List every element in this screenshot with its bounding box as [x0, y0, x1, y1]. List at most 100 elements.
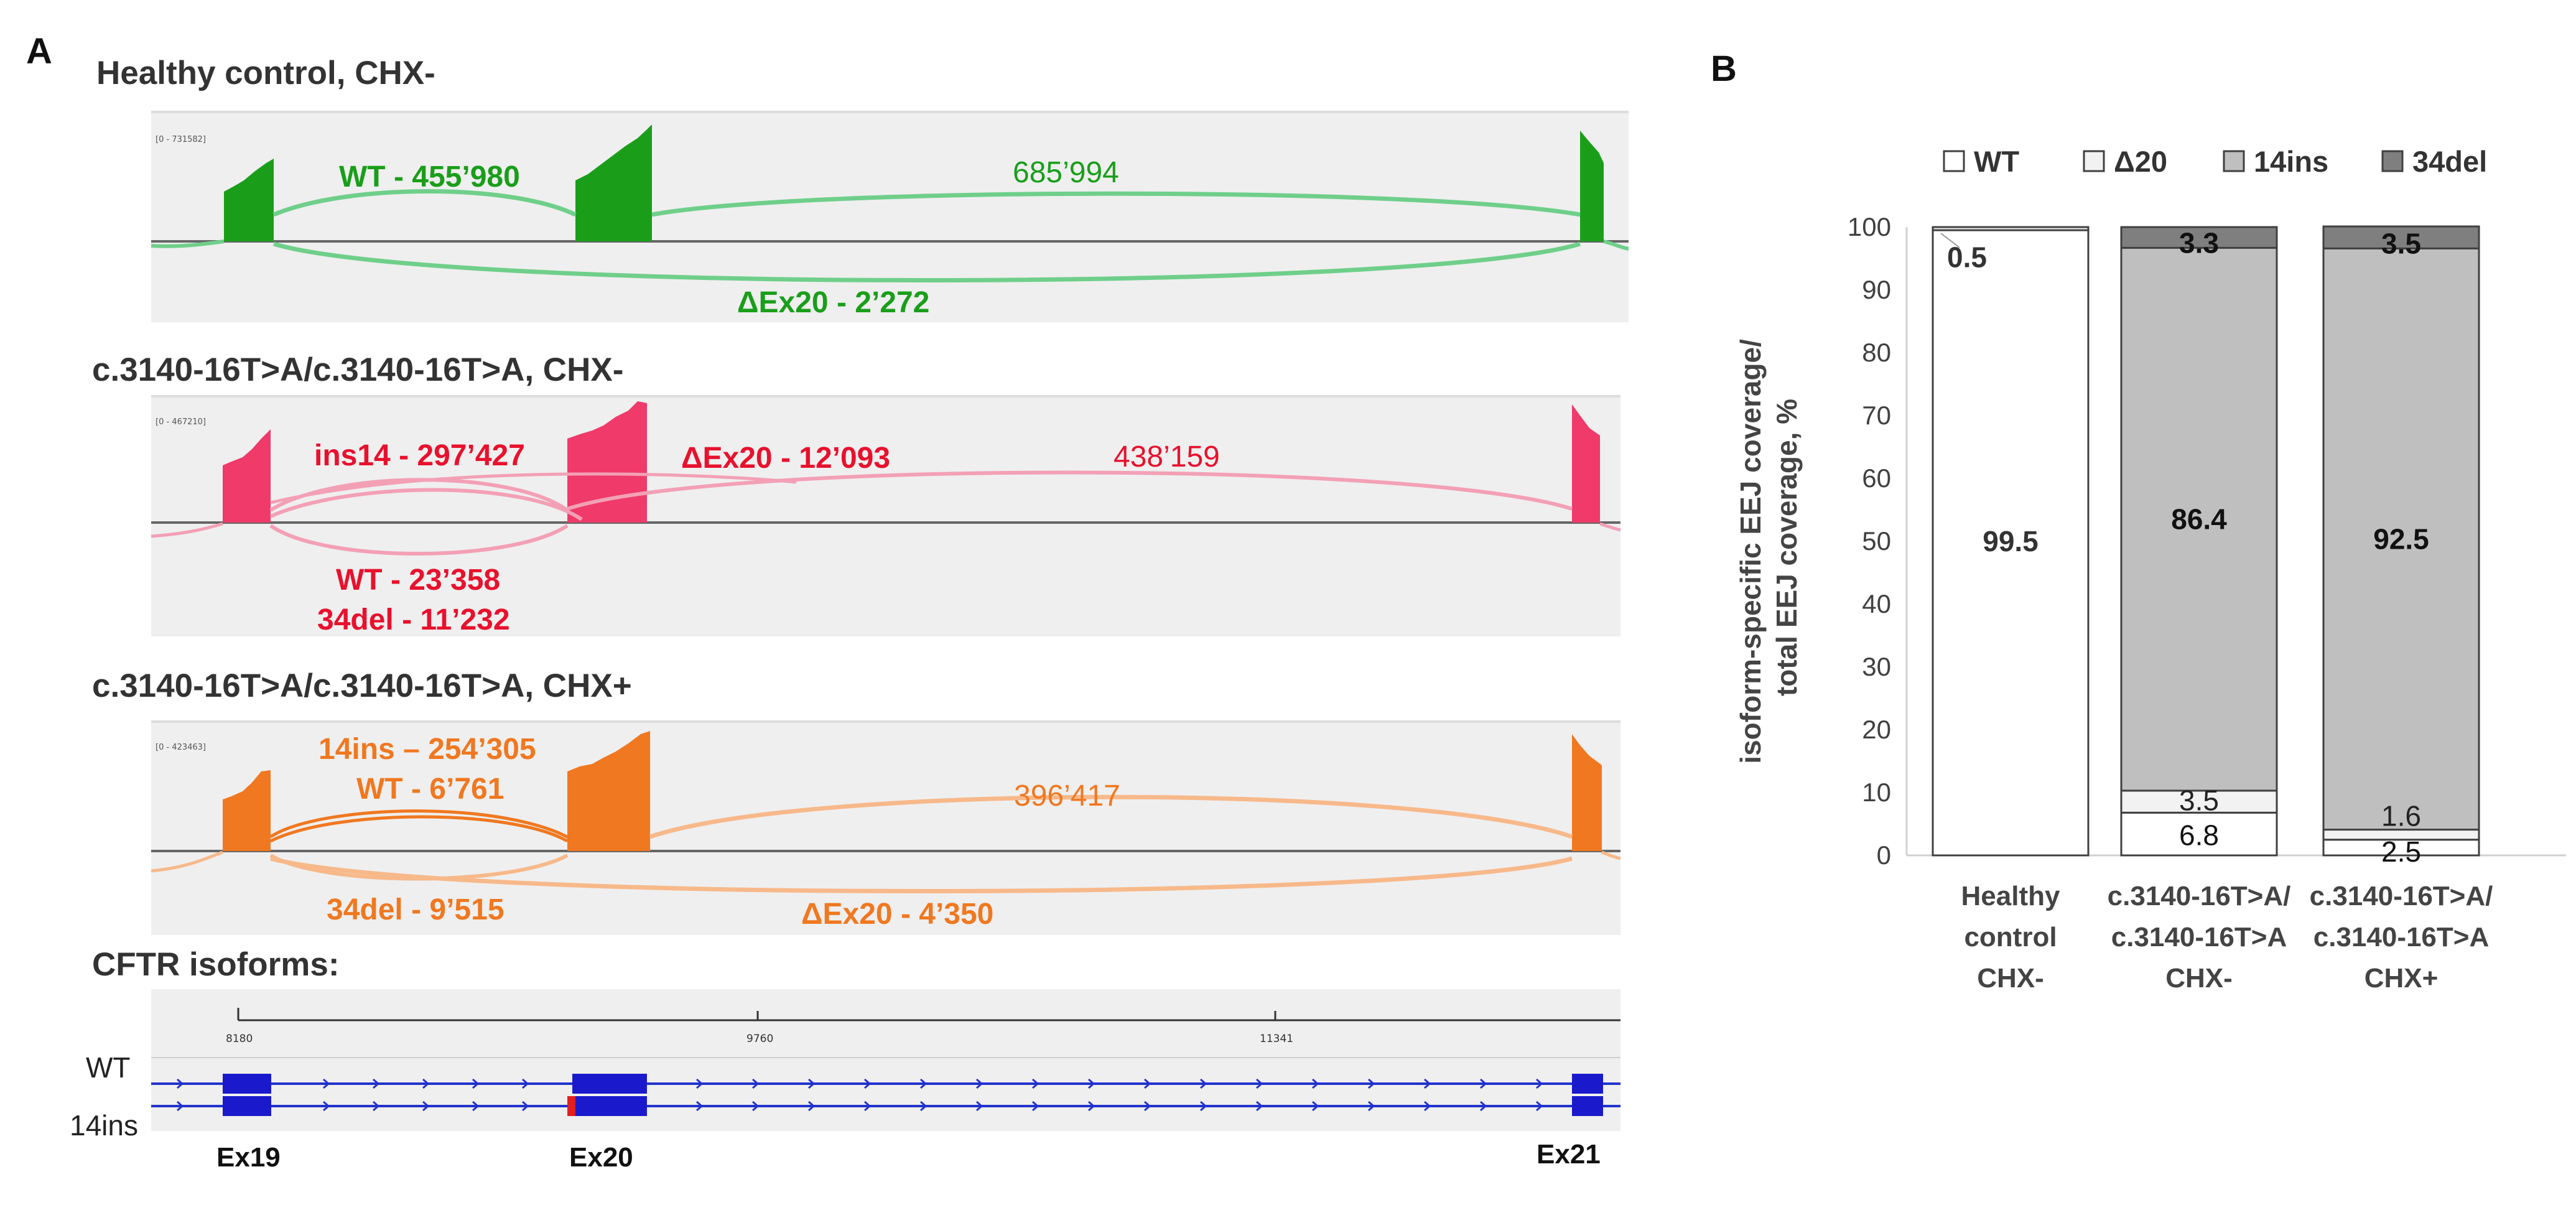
track-3-junction-wt: WT - 6’761	[356, 773, 504, 806]
category-label: CHX-	[2165, 963, 2233, 993]
y-tick-label: 70	[1862, 401, 1891, 430]
category-label: Healthy	[1961, 881, 2060, 911]
y-tick-label: 0	[1877, 840, 1891, 870]
legend-label-4: 34del	[2412, 145, 2487, 178]
track-3-arc-left-edge	[151, 850, 223, 873]
y-axis-title-line-1: isoform-specific EEJ coverage/ total EEJ…	[1734, 331, 1803, 763]
track-3-exon21-coverage	[1572, 734, 1602, 851]
isoform-background	[151, 989, 1620, 1131]
isoform-track: 8180 9760 11341	[151, 989, 1620, 1131]
track-1-arc-upper	[651, 191, 1581, 217]
legend-swatch-2	[2083, 150, 2105, 172]
data-label: 99.5	[1983, 525, 2039, 557]
sashimi-track-3: [0 - 423463] 14ins – 254’305 WT - 6’761 …	[151, 720, 1621, 935]
y-tick-label: 40	[1862, 589, 1891, 618]
y-axis-title-part-2: total EEJ coverage, %	[1770, 399, 1803, 696]
track-3-exon19-coverage	[223, 770, 271, 851]
track-3-arc-wt	[269, 815, 569, 843]
data-label: 1.6	[2381, 800, 2421, 832]
track-1-arc-left-edge	[151, 240, 225, 248]
exon-label-ex20: Ex20	[569, 1142, 633, 1173]
label-leader-line	[1940, 233, 1960, 248]
track-2-junction-34del: 34del - 11’232	[317, 603, 510, 636]
data-label: 92.5	[2373, 523, 2429, 555]
wt-exon21-block	[1572, 1074, 1603, 1094]
track-2-title: c.3140-16T>A/c.3140-16T>A, CHX-	[92, 351, 623, 388]
track-3-arc-dex20	[270, 856, 1573, 893]
exon-label-ex21: Ex21	[1537, 1139, 1601, 1170]
ruler-label-1: 8180	[226, 1033, 253, 1045]
track-3-junction-14ins: 14ins – 254’305	[319, 733, 536, 766]
y-tick-label: 80	[1862, 338, 1891, 367]
track-2-arc-dex20	[270, 472, 797, 505]
wt-exon19-block	[223, 1074, 271, 1094]
ins14-strand-arrows	[177, 1100, 1543, 1112]
track-2-range: [0 - 467210]	[156, 417, 206, 427]
track-1-junction-wt: WT - 455’980	[339, 161, 520, 193]
y-tick-label: 30	[1862, 652, 1891, 681]
y-tick-label: 20	[1862, 715, 1891, 744]
data-label: 0.5	[1947, 241, 1987, 274]
track-2-arc-left-edge	[151, 522, 223, 538]
legend-label-1: WT	[1974, 145, 2019, 178]
y-tick-label: 10	[1862, 778, 1891, 807]
legend-swatch-4	[2381, 150, 2404, 172]
wt-exon20-block	[572, 1074, 647, 1094]
track-3-arc-right-edge	[1601, 850, 1621, 860]
ins14-exon19-block	[223, 1096, 271, 1116]
category-label: c.3140-16T>A/	[2310, 881, 2493, 911]
track-1-title: Healthy control, CHX-	[96, 55, 435, 91]
track-1-arc-dex20	[272, 241, 1581, 282]
track-3-junction-dex20: ΔEx20 - 4’350	[801, 898, 993, 931]
track-1-junction-dex20: ΔEx20 - 2’272	[737, 286, 929, 319]
track-2-arc-upper	[567, 470, 1573, 511]
ins14-exon21-block	[1572, 1096, 1603, 1116]
bar-segment-14ins-2	[2120, 246, 2278, 792]
category-label: c.3140-16T>A	[2111, 922, 2287, 952]
track-3-top-border	[151, 720, 1620, 723]
ruler-label-3: 11341	[1260, 1033, 1293, 1045]
track-1-range: [0 - 731582]	[156, 135, 206, 144]
category-label: c.3140-16T>A/	[2108, 881, 2291, 911]
data-label: 3.5	[2179, 784, 2219, 817]
track-3-exon20-coverage	[567, 731, 650, 851]
panel-b-label: B	[1711, 49, 1737, 89]
track-1-junction-upper: 685’994	[1013, 156, 1119, 189]
data-label: 3.3	[2179, 226, 2219, 259]
track-2-top-border	[151, 395, 1620, 398]
exon-label-ex19: Ex19	[216, 1142, 281, 1173]
track-3-range: [0 - 423463]	[156, 743, 206, 752]
data-label: 86.4	[2171, 503, 2227, 536]
track-3-junction-upper: 396’417	[1014, 779, 1120, 812]
track-3-junction-34del: 34del - 9’515	[327, 893, 505, 926]
data-label: 6.8	[2179, 819, 2219, 852]
legend-label-3: 14ins	[2254, 145, 2328, 178]
track-2-exon20-coverage	[567, 401, 647, 523]
track-1-top-border	[151, 111, 1629, 113]
category-label: c.3140-16T>A	[2313, 922, 2490, 952]
track-2-background	[151, 395, 1620, 636]
bar-segment-34del-3	[2322, 225, 2480, 249]
sashimi-track-1: [0 - 731582] WT - 455’980 685’994 ΔEx20 …	[151, 111, 1629, 322]
category-label: control	[1964, 922, 2057, 952]
bar-segment-34del-2	[2120, 226, 2278, 249]
wt-strand-arrows	[177, 1078, 1543, 1089]
y-tick-label: 60	[1862, 463, 1891, 493]
track-2-exon21-coverage	[1572, 404, 1600, 523]
track-1-background	[151, 111, 1629, 322]
category-label: CHX-	[1977, 963, 2044, 993]
track-1-arc-wt	[272, 189, 577, 217]
track-2-junction-ins14: ins14 - 297’427	[314, 439, 525, 472]
sashimi-track-2: [0 - 467210] ins14 - 297’427 ΔEx20 - 12’…	[151, 395, 1621, 636]
track-3-background	[151, 720, 1620, 935]
ruler-label-2: 9760	[746, 1033, 773, 1045]
track-3-arc-ins14	[269, 809, 583, 847]
isoforms-title: CFTR isoforms:	[92, 946, 340, 983]
ins14-exon20-block	[575, 1096, 647, 1116]
y-axis-title-part-1: isoform-specific EEJ coverage/	[1734, 339, 1767, 764]
category-label: CHX+	[2364, 963, 2439, 993]
y-tick-label: 90	[1862, 275, 1891, 304]
isoform-row-label-wt: WT	[86, 1051, 131, 1084]
isoform-row-label-14ins: 14ins	[70, 1109, 138, 1142]
